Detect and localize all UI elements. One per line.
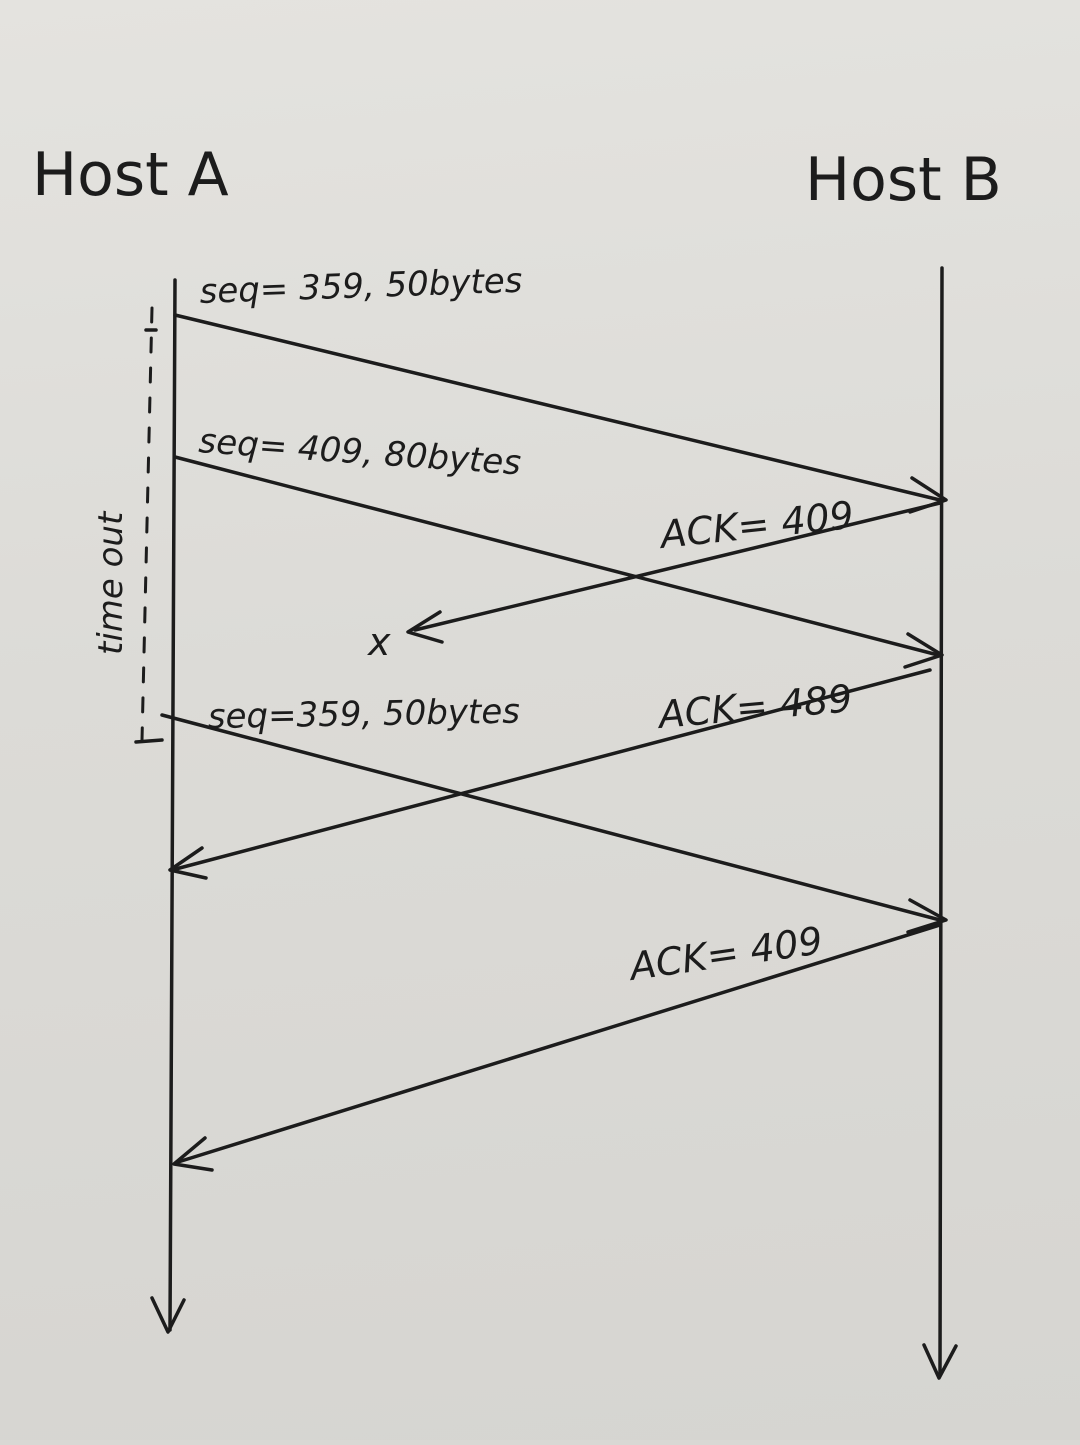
ack-489 [168,668,932,880]
host-a-time-arrowhead [150,1296,186,1334]
host-b-label: Host B [805,145,1002,215]
message-seq-359 [173,313,948,514]
retransmit-seq-359-label: seq=359, 50bytes [207,692,520,737]
retransmit-seq-359 [160,713,948,934]
host-a-timeline [150,278,186,1334]
ack-409-lost [406,501,942,644]
ack-409-final-label: ACK= 409 [624,918,825,989]
host-a-label: Host A [32,140,229,210]
host-b-timeline [922,266,958,1380]
message-seq-359-label: seq= 359, 50bytes [199,261,523,312]
host-b-time-arrowhead [922,1343,958,1380]
ack-489-label: ACK= 489 [654,676,854,737]
loss-mark: x [367,620,391,664]
timeout-interval [134,306,164,744]
message-seq-409 [173,455,944,669]
ack-409-final [172,923,942,1172]
timeout-label: time out [91,510,131,655]
timeout-end-tick [134,738,164,744]
